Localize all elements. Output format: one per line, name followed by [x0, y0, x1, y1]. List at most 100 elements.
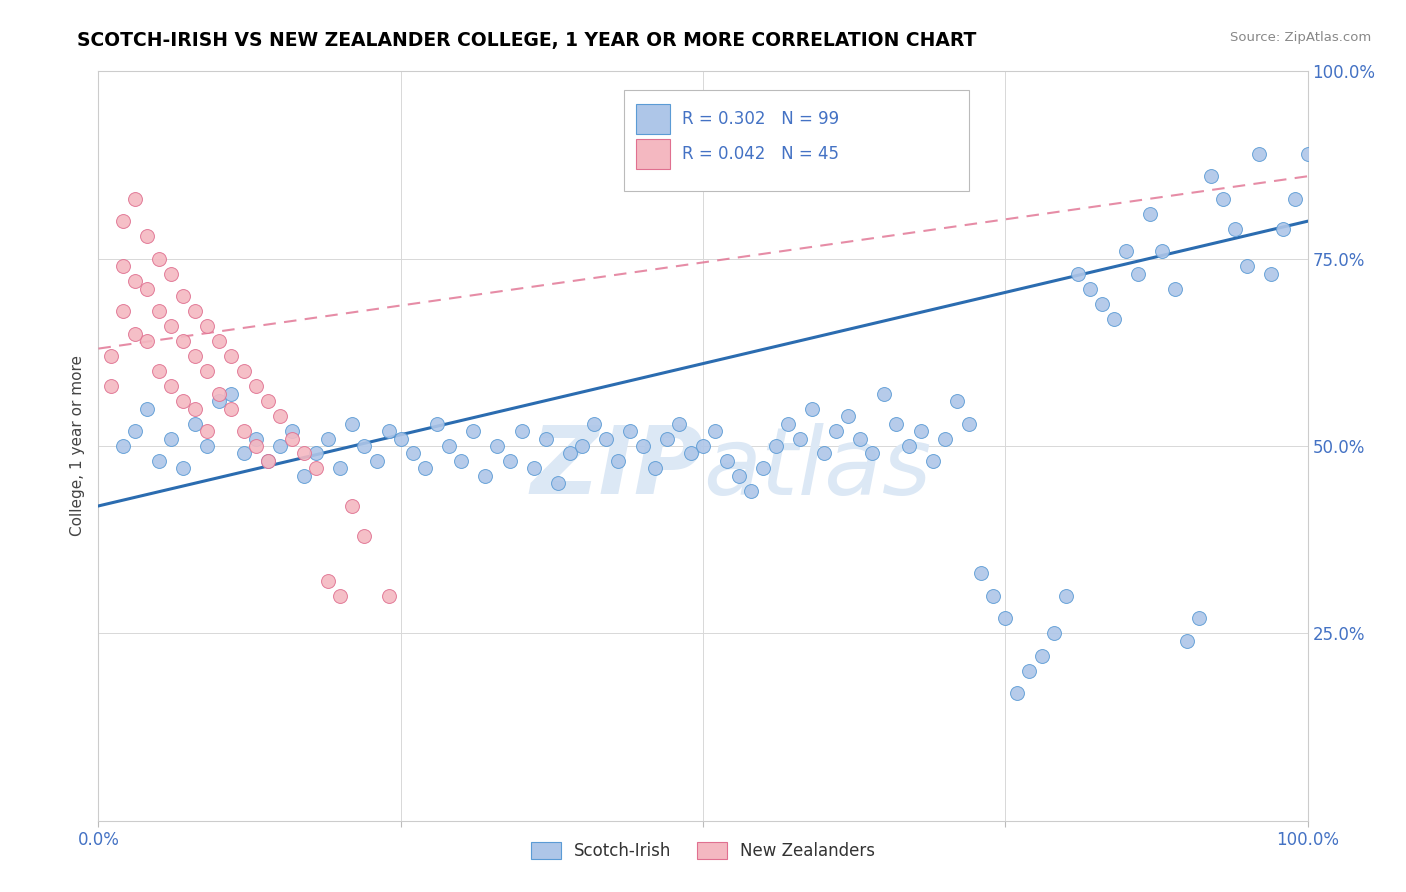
Point: [1042, 626, 1064, 640]
Point: [692, 439, 714, 453]
Point: [256, 454, 278, 468]
Point: [172, 394, 194, 409]
Point: [860, 446, 883, 460]
Point: [245, 439, 267, 453]
Point: [232, 446, 254, 460]
Point: [100, 379, 122, 393]
Point: [595, 432, 617, 446]
Point: [124, 424, 146, 438]
Point: [353, 529, 375, 543]
Point: [450, 454, 472, 468]
Point: [897, 439, 920, 453]
Point: [728, 469, 751, 483]
FancyBboxPatch shape: [624, 90, 969, 191]
Point: [547, 476, 569, 491]
Point: [160, 319, 183, 334]
Point: [366, 454, 388, 468]
Point: [353, 439, 375, 453]
Point: [135, 401, 157, 416]
Point: [668, 417, 690, 431]
Point: [172, 289, 194, 303]
Point: [281, 432, 304, 446]
Point: [221, 401, 243, 416]
Point: [111, 214, 134, 228]
Point: [305, 461, 328, 475]
Point: [789, 432, 811, 446]
Point: [195, 319, 218, 334]
Point: [921, 454, 943, 468]
Point: [886, 417, 908, 431]
Point: [195, 439, 218, 453]
FancyBboxPatch shape: [637, 139, 671, 169]
Point: [232, 364, 254, 378]
Point: [292, 469, 315, 483]
Point: [813, 446, 835, 460]
Point: [426, 417, 449, 431]
Point: [135, 282, 157, 296]
Point: [1067, 267, 1090, 281]
Point: [655, 432, 678, 446]
Point: [111, 439, 134, 453]
Point: [148, 304, 170, 318]
Point: [1007, 686, 1029, 700]
Point: [994, 611, 1017, 625]
Point: [269, 409, 291, 423]
Point: [463, 424, 485, 438]
Point: [981, 589, 1004, 603]
Point: [1139, 207, 1161, 221]
Point: [245, 379, 267, 393]
Point: [160, 267, 183, 281]
Point: [316, 432, 339, 446]
Point: [1078, 282, 1101, 296]
Point: [124, 274, 146, 288]
Point: [486, 439, 509, 453]
Point: [269, 439, 291, 453]
Point: [957, 417, 980, 431]
Point: [437, 439, 460, 453]
Point: [534, 432, 557, 446]
Point: [510, 424, 533, 438]
Point: [172, 334, 194, 348]
Point: [1236, 259, 1258, 273]
Point: [1249, 146, 1271, 161]
Point: [184, 304, 207, 318]
Legend: Scotch-Irish, New Zealanders: Scotch-Irish, New Zealanders: [523, 834, 883, 869]
Point: [329, 461, 352, 475]
Point: [402, 446, 425, 460]
Point: [195, 424, 218, 438]
Point: [413, 461, 436, 475]
Point: [873, 386, 896, 401]
Point: [558, 446, 581, 460]
Point: [245, 432, 267, 446]
Point: [704, 424, 727, 438]
Point: [1188, 611, 1211, 625]
Point: [342, 499, 364, 513]
Point: [1031, 648, 1053, 663]
Point: [1128, 267, 1150, 281]
Point: [910, 424, 932, 438]
Point: [377, 589, 399, 603]
Point: [184, 401, 207, 416]
Point: [256, 454, 278, 468]
Point: [100, 349, 122, 363]
Point: [208, 386, 231, 401]
Text: atlas: atlas: [703, 423, 931, 514]
Point: [523, 461, 546, 475]
Point: [1223, 221, 1246, 235]
Point: [305, 446, 328, 460]
Point: [148, 252, 170, 266]
Point: [208, 394, 231, 409]
Point: [765, 439, 787, 453]
Point: [1152, 244, 1174, 259]
Point: [740, 483, 762, 498]
Point: [111, 259, 134, 273]
Point: [1272, 221, 1295, 235]
Point: [316, 574, 339, 588]
Point: [1175, 633, 1198, 648]
Point: [1284, 192, 1306, 206]
Text: SCOTCH-IRISH VS NEW ZEALANDER COLLEGE, 1 YEAR OR MORE CORRELATION CHART: SCOTCH-IRISH VS NEW ZEALANDER COLLEGE, 1…: [77, 31, 977, 50]
Point: [342, 417, 364, 431]
Text: Source: ZipAtlas.com: Source: ZipAtlas.com: [1230, 31, 1371, 45]
Point: [1018, 664, 1040, 678]
Point: [232, 424, 254, 438]
